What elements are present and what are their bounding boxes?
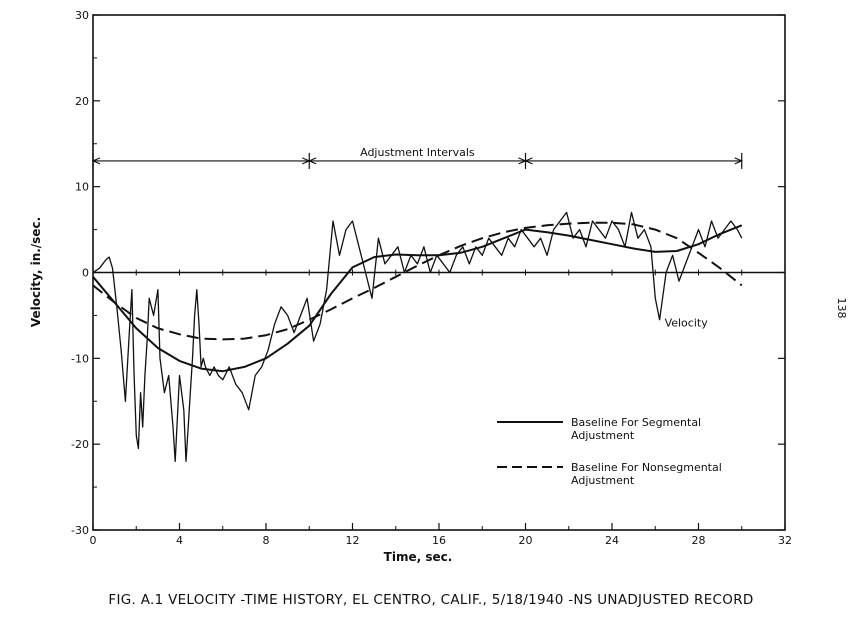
velocity-line <box>92 211 743 462</box>
y-tick-label: -10 <box>71 352 89 365</box>
velocity-label: Velocity <box>665 316 709 329</box>
interval-arrowhead <box>307 157 317 165</box>
baseline-for-segmental-adjustment-line <box>92 224 743 373</box>
legend-label: Baseline For Segmental <box>571 416 701 429</box>
y-axis-title: Velocity, in./sec. <box>29 217 43 327</box>
annotation-layer: Adjustment Intervals Velocity <box>91 144 744 329</box>
page-number: 138 <box>835 298 848 319</box>
x-tick-label: 16 <box>432 534 446 547</box>
series-layer <box>92 211 743 462</box>
x-tick-label: 8 <box>263 534 270 547</box>
x-tick-label: 12 <box>346 534 360 547</box>
x-tick-label: 24 <box>605 534 619 547</box>
x-tick-label: 0 <box>90 534 97 547</box>
y-tick-label: 10 <box>75 181 89 194</box>
y-tick-label: 20 <box>75 95 89 108</box>
x-tick-label: 28 <box>692 534 706 547</box>
y-axis: -30 -20 -10 0 10 20 30 <box>71 9 785 537</box>
legend-label: Baseline For Nonsegmental <box>571 461 722 474</box>
interval-label-bg <box>331 144 504 159</box>
x-tick-label: 20 <box>519 534 533 547</box>
legend-label: Adjustment <box>571 474 635 487</box>
x-tick-label: 32 <box>778 534 792 547</box>
legend-label: Adjustment <box>571 429 635 442</box>
y-tick-label: 30 <box>75 9 89 22</box>
interval-arrowhead <box>91 157 101 165</box>
legend: Baseline For SegmentalAdjustmentBaseline… <box>497 416 722 487</box>
figure-caption: FIG. A.1 VELOCITY -TIME HISTORY, EL CENT… <box>108 592 754 608</box>
y-tick-label: -30 <box>71 524 89 537</box>
adjustment-intervals-label: Adjustment Intervals <box>360 146 475 159</box>
x-axis-title: Time, sec. <box>384 550 453 564</box>
y-tick-label: -20 <box>71 438 89 451</box>
interval-arrowhead <box>734 157 744 165</box>
baseline-for-nonsegmental-adjustment-line <box>92 221 743 341</box>
x-axis: 0 4 8 12 16 20 24 28 32 <box>90 269 792 547</box>
interval-arrowhead <box>524 157 533 165</box>
x-tick-label: 4 <box>176 534 183 547</box>
y-tick-label: 0 <box>82 267 89 280</box>
